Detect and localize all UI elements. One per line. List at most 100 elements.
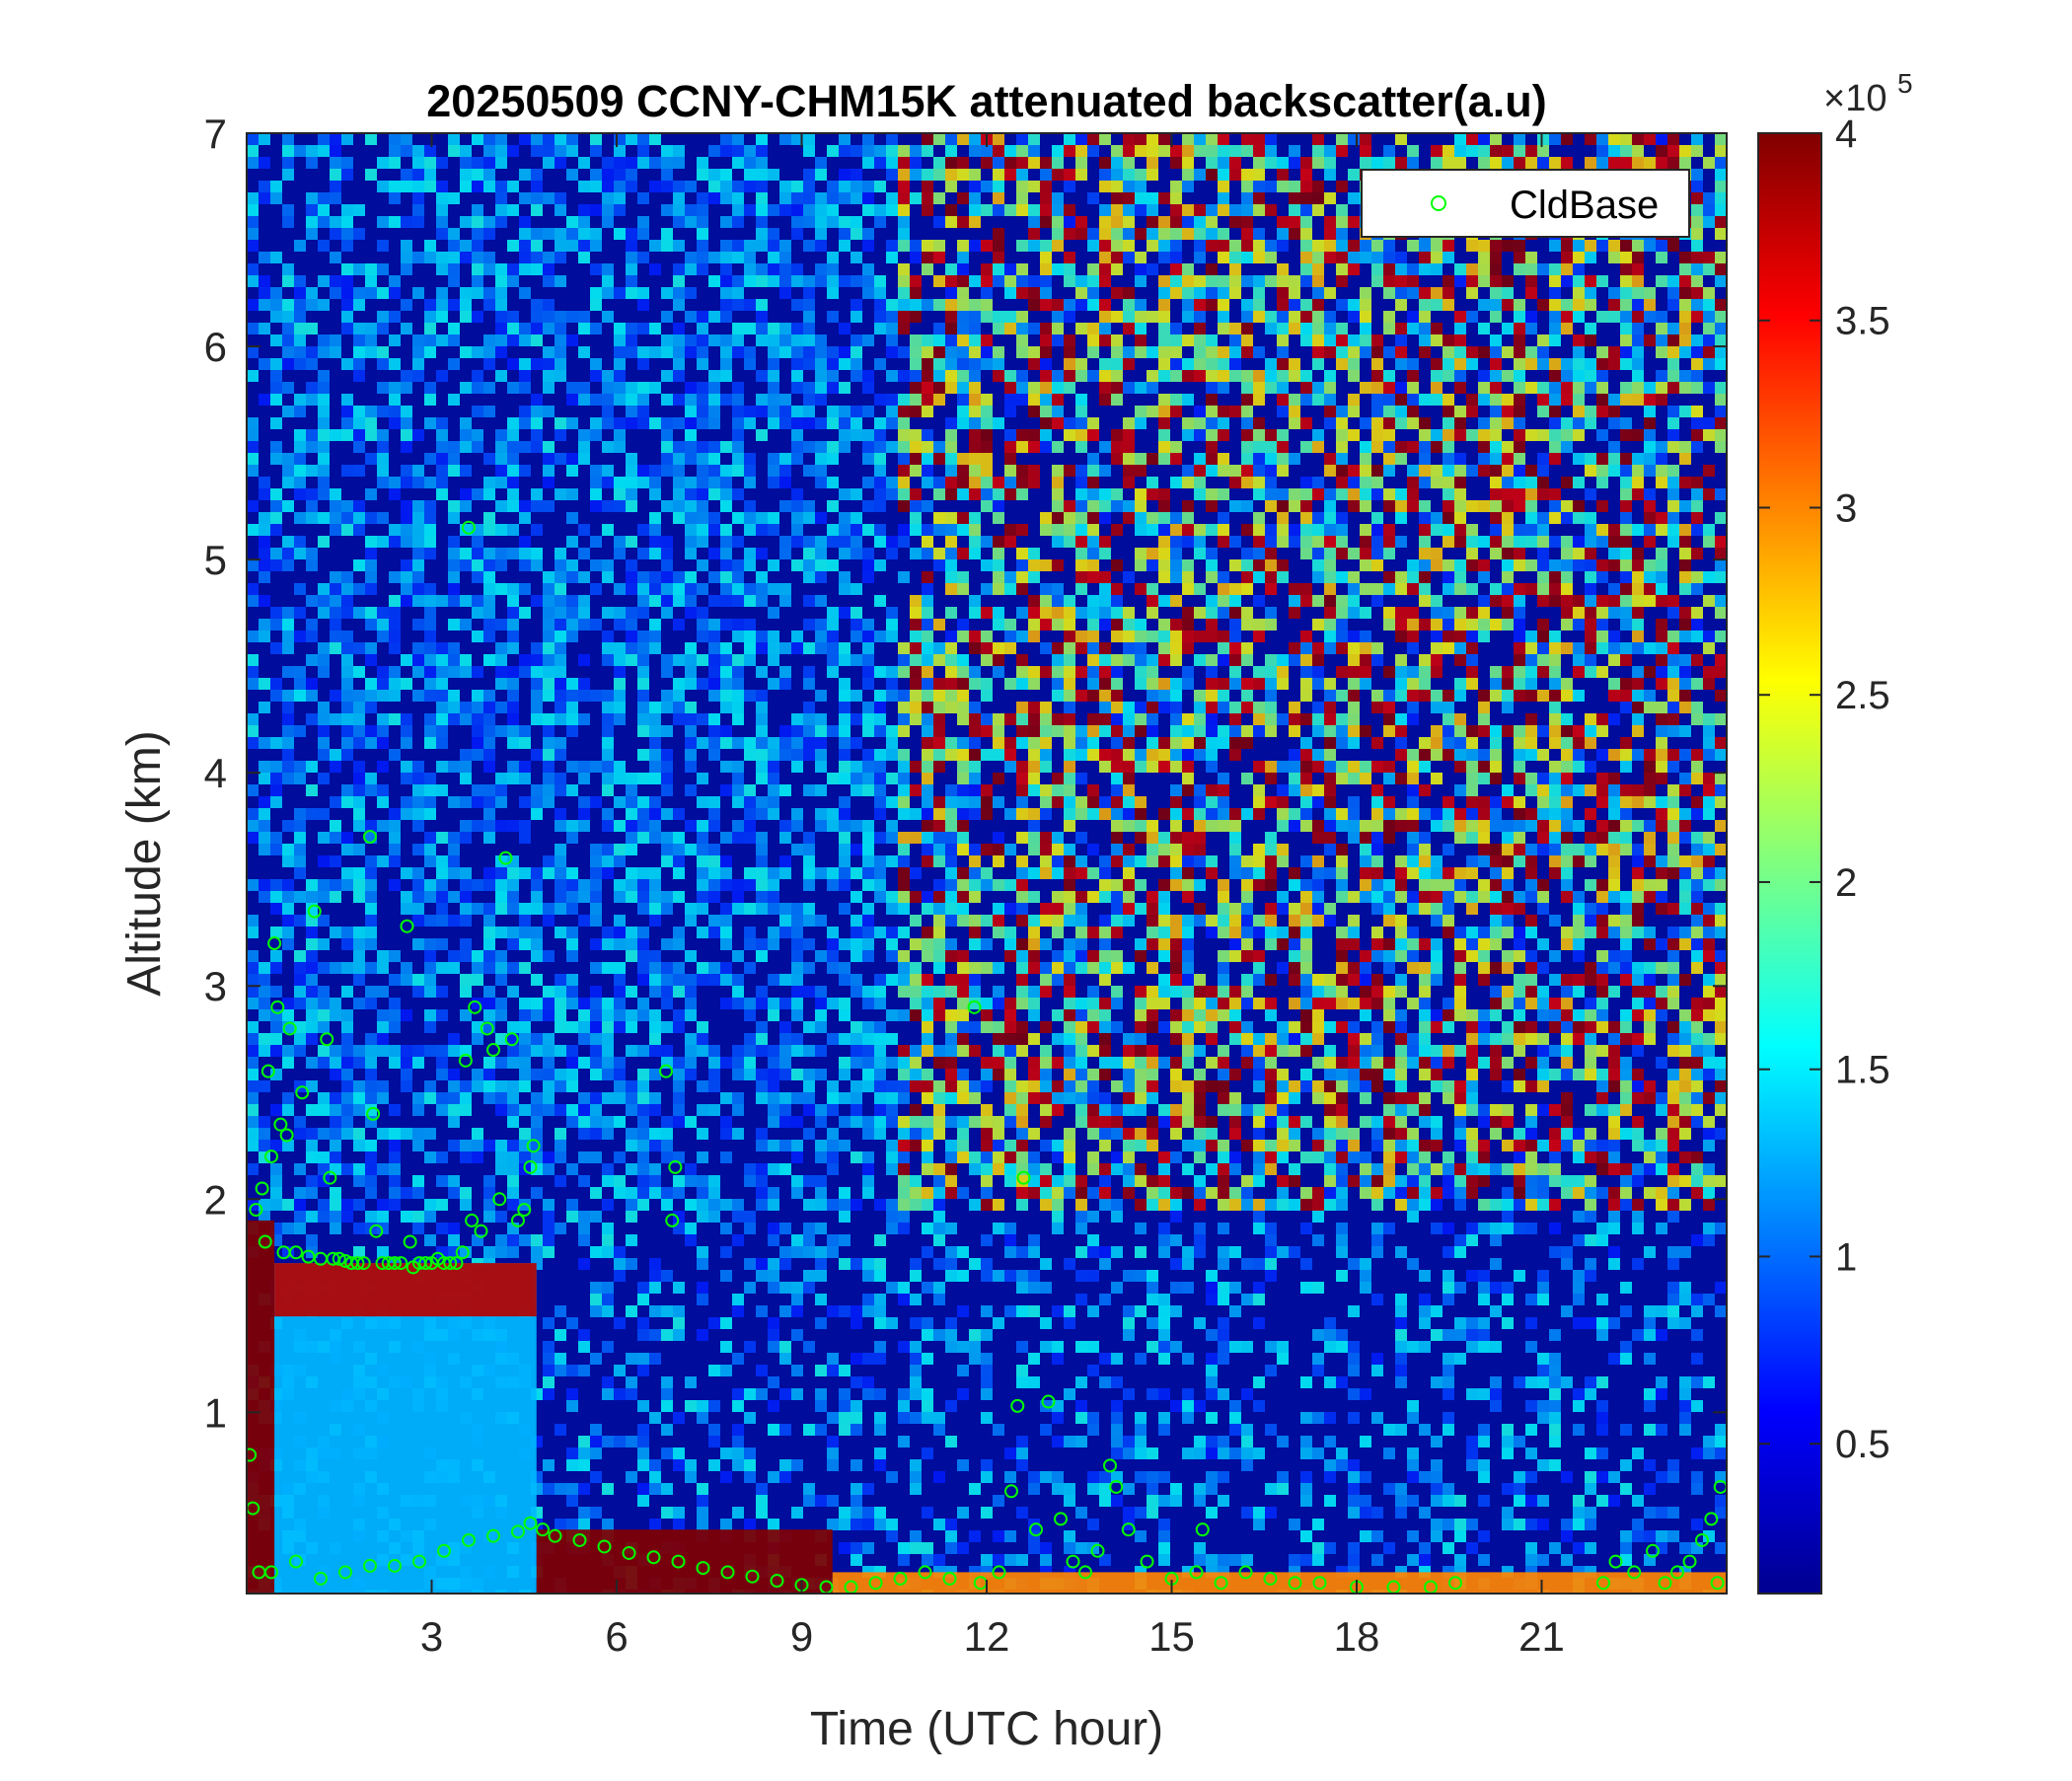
noise-cell <box>472 595 483 607</box>
noise-cell <box>1040 583 1052 595</box>
noise-cell <box>495 346 507 358</box>
noise-cell <box>637 642 649 654</box>
noise-cell <box>1064 263 1075 275</box>
noise-cell <box>933 761 945 773</box>
noise-cell <box>874 275 886 287</box>
noise-cell <box>874 867 886 879</box>
noise-cell <box>851 986 862 998</box>
noise-cell <box>543 761 555 773</box>
noise-cell <box>732 654 744 666</box>
noise-cell <box>1087 512 1099 524</box>
noise-cell <box>1099 181 1111 192</box>
noise-cell <box>602 690 614 702</box>
noise-cell <box>1004 1246 1016 1258</box>
noise-cell <box>1064 1388 1075 1400</box>
noise-cell <box>614 654 626 666</box>
noise-cell <box>922 690 933 702</box>
noise-cell <box>827 1436 839 1447</box>
noise-cell <box>566 986 578 998</box>
noise-cell <box>803 619 815 631</box>
noise-cell <box>259 394 270 406</box>
noise-cell <box>815 1246 827 1258</box>
noise-cell <box>898 950 910 962</box>
noise-cell <box>791 500 803 512</box>
noise-cell <box>886 1282 898 1294</box>
noise-cell <box>862 406 874 417</box>
noise-cell <box>886 406 898 417</box>
noise-cell <box>637 1045 649 1057</box>
noise-cell <box>708 465 720 477</box>
noise-cell <box>957 796 969 808</box>
noise-cell <box>519 1045 531 1057</box>
noise-cell <box>555 192 566 204</box>
noise-cell <box>637 465 649 477</box>
noise-cell <box>649 1519 661 1530</box>
noise-cell <box>412 429 424 441</box>
noise-cell <box>330 1057 341 1069</box>
noise-cell <box>732 275 744 287</box>
noise-cell <box>424 784 436 796</box>
noise-cell <box>933 240 945 252</box>
noise-cell <box>436 903 448 915</box>
noise-cell <box>969 938 981 950</box>
noise-cell <box>649 1412 661 1424</box>
noise-cell <box>1016 524 1028 536</box>
noise-cell <box>768 938 779 950</box>
noise-cell <box>507 311 519 323</box>
noise-cell <box>626 477 637 488</box>
noise-cell <box>922 263 933 275</box>
noise-cell <box>720 571 732 583</box>
noise-cell <box>851 1080 862 1092</box>
noise-cell <box>282 133 294 145</box>
noise-cell <box>756 1128 768 1140</box>
noise-cell <box>590 938 602 950</box>
noise-cell <box>969 346 981 358</box>
noise-cell <box>827 559 839 571</box>
noise-cell <box>969 998 981 1009</box>
noise-cell <box>483 796 495 808</box>
noise-cell <box>839 358 851 370</box>
noise-cell <box>590 1424 602 1436</box>
noise-cell <box>803 702 815 713</box>
noise-cell <box>649 181 661 192</box>
noise-cell <box>744 169 756 181</box>
noise-cell <box>815 536 827 548</box>
noise-cell <box>341 1211 353 1223</box>
noise-cell <box>543 133 555 145</box>
noise-cell <box>993 1495 1004 1507</box>
noise-cell <box>922 1507 933 1519</box>
noise-cell <box>744 548 756 559</box>
noise-cell <box>294 334 306 346</box>
noise-cell <box>898 725 910 737</box>
noise-cell <box>874 1116 886 1128</box>
noise-cell <box>898 311 910 323</box>
noise-cell <box>448 536 460 548</box>
noise-cell <box>1087 465 1099 477</box>
noise-cell <box>993 500 1004 512</box>
noise-cell <box>886 346 898 358</box>
noise-cell <box>922 1282 933 1294</box>
noise-cell <box>1064 642 1075 654</box>
noise-cell <box>1028 1246 1040 1258</box>
noise-cell <box>412 642 424 654</box>
noise-cell <box>1004 441 1016 453</box>
noise-cell <box>851 1317 862 1329</box>
noise-cell <box>424 382 436 394</box>
noise-cell <box>744 903 756 915</box>
noise-cell <box>886 903 898 915</box>
noise-cell <box>637 666 649 678</box>
noise-cell <box>756 571 768 583</box>
noise-cell <box>933 453 945 465</box>
noise-cell <box>768 1424 779 1436</box>
noise-cell <box>1087 453 1099 465</box>
noise-cell <box>649 950 661 962</box>
noise-cell <box>507 204 519 216</box>
noise-cell <box>673 275 685 287</box>
noise-cell <box>898 1069 910 1080</box>
noise-cell <box>803 1175 815 1187</box>
noise-cell <box>626 1092 637 1104</box>
noise-cell <box>886 488 898 500</box>
noise-cell <box>756 192 768 204</box>
noise-cell <box>981 406 993 417</box>
noise-cell <box>555 844 566 855</box>
